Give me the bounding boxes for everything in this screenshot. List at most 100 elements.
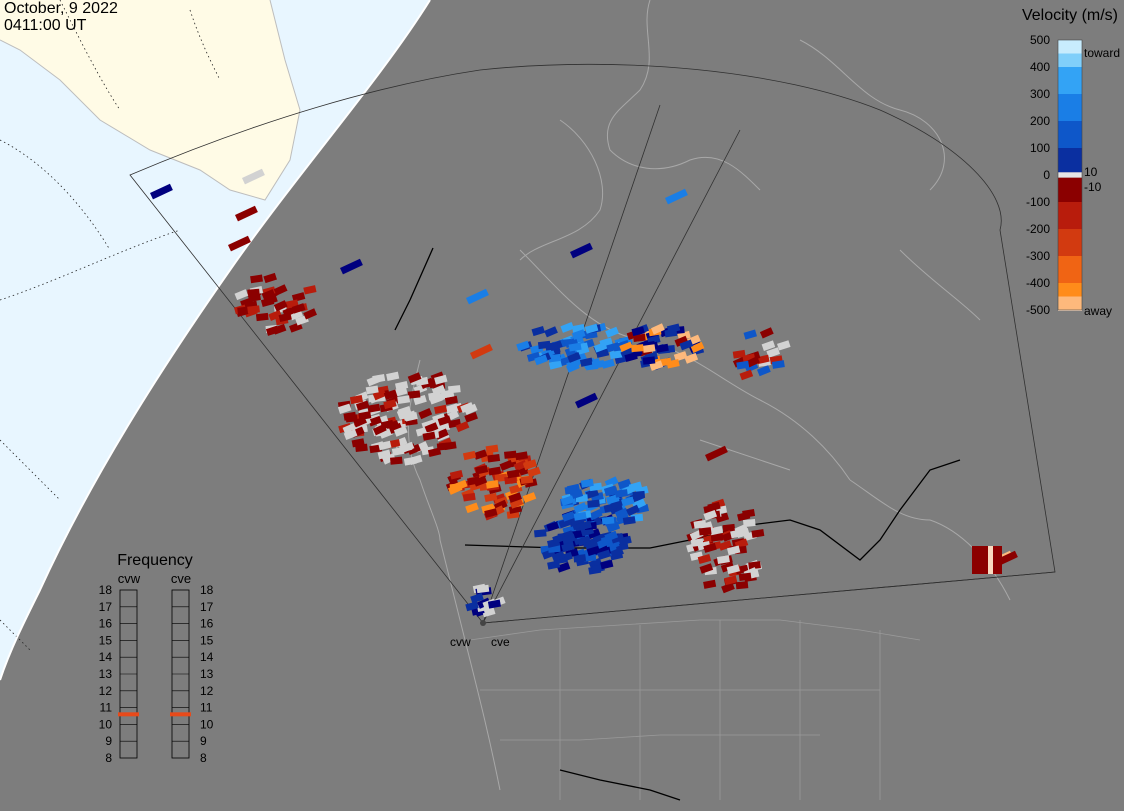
velocity-cell [567, 351, 581, 363]
velocity-cell [777, 340, 791, 351]
colorbar-tick-label: 200 [1030, 114, 1050, 128]
velocity-cell [601, 358, 615, 369]
velocity-cell [393, 425, 408, 437]
velocity-cell [418, 407, 433, 420]
velocity-cell [534, 354, 548, 366]
velocity-cell [684, 352, 699, 364]
velocity-cell [470, 592, 484, 604]
velocity-cell [462, 450, 477, 461]
velocity-cell [504, 475, 517, 485]
velocity-cell [624, 352, 638, 362]
frequency-tick-label: 14 [99, 650, 113, 664]
velocity-cell [379, 427, 393, 439]
velocity-cell [343, 411, 357, 421]
velocity-cell [424, 422, 439, 434]
velocity-cell [449, 402, 463, 414]
velocity-cell [522, 492, 537, 503]
velocity-cell [586, 528, 601, 540]
velocity-cell [407, 443, 421, 455]
velocity-cell [679, 339, 694, 351]
velocity-cell [265, 325, 280, 336]
velocity-cell [273, 300, 288, 312]
velocity-cell [234, 205, 258, 222]
velocity-cell [527, 466, 541, 478]
velocity-cell [619, 341, 634, 353]
colorbar-plus-threshold: 10 [1084, 165, 1098, 179]
velocity-cell [665, 188, 688, 205]
velocity-cell [268, 309, 283, 321]
colorbar-segment [1058, 172, 1082, 178]
velocity-cell [736, 360, 750, 370]
velocity-cell [618, 535, 632, 546]
velocity-cell [455, 421, 470, 433]
velocity-cell [351, 438, 365, 448]
velocity-cell [407, 390, 421, 399]
frequency-tick-label: 18 [99, 583, 113, 597]
frequency-tick-label: 16 [99, 617, 113, 631]
velocity-cell [591, 360, 605, 369]
velocity-cell [576, 535, 591, 547]
velocity-cell [520, 475, 534, 485]
velocity-cell [431, 384, 446, 396]
velocity-cell [705, 445, 728, 462]
velocity-cell [739, 369, 754, 381]
velocity-cell [534, 529, 547, 538]
colorbar-segment [1058, 94, 1082, 121]
velocity-cell [278, 312, 292, 323]
velocity-cell [234, 289, 249, 301]
frequency-marker [118, 712, 139, 717]
velocity-cell [434, 404, 448, 415]
velocity-cell [586, 545, 601, 557]
velocity-cell [506, 469, 520, 479]
velocity-cell [380, 419, 394, 430]
velocity-cell [465, 288, 489, 305]
velocity-cell [609, 350, 623, 359]
frequency-tick-label: 13 [200, 667, 214, 681]
colorbar-toward-label: toward [1084, 46, 1120, 60]
velocity-cell [572, 355, 587, 367]
velocity-cell [674, 335, 689, 347]
velocity-cell [761, 340, 776, 352]
frequency-tick-label: 8 [200, 751, 207, 765]
velocity-cell [699, 563, 714, 574]
velocity-cell [628, 481, 643, 492]
frequency-tick-label: 10 [200, 717, 214, 731]
velocity-cell [508, 492, 522, 503]
colorbar-away-label: away [1084, 304, 1112, 318]
velocity-cell [548, 353, 562, 363]
velocity-cell [432, 413, 446, 424]
velocity-cell [464, 411, 478, 423]
velocity-cell [358, 411, 372, 421]
frequency-tick-label: 17 [200, 600, 214, 614]
velocity-cell [343, 429, 358, 441]
date-label: October, 9 2022 [4, 0, 118, 17]
velocity-cell [703, 509, 718, 521]
frequency-tick-label: 10 [99, 717, 113, 731]
colorbar-segment [1058, 256, 1082, 283]
velocity-cell [448, 483, 462, 495]
velocity-cell [273, 284, 288, 296]
velocity-cell [485, 479, 499, 489]
velocity-cell [372, 374, 386, 383]
velocity-cell [697, 554, 712, 564]
frequency-tick-label: 11 [200, 701, 213, 715]
velocity-cell [516, 340, 530, 352]
velocity-cell [465, 601, 479, 612]
site-label-cvw: cvw [450, 635, 471, 649]
velocity-cell [427, 447, 442, 458]
velocity-cell [588, 509, 603, 521]
velocity-cell [470, 343, 493, 360]
velocity-cell [303, 285, 317, 295]
velocity-cell [407, 372, 422, 384]
velocity-cell [475, 465, 489, 475]
site-marker [480, 620, 486, 626]
velocity-cell [673, 351, 688, 362]
velocity-cell [400, 441, 415, 453]
velocity-cell [515, 451, 528, 461]
velocity-cell [727, 545, 741, 556]
velocity-cell [546, 521, 560, 532]
velocity-cell [368, 415, 382, 427]
velocity-cell [573, 554, 587, 563]
velocity-cell [771, 360, 785, 369]
